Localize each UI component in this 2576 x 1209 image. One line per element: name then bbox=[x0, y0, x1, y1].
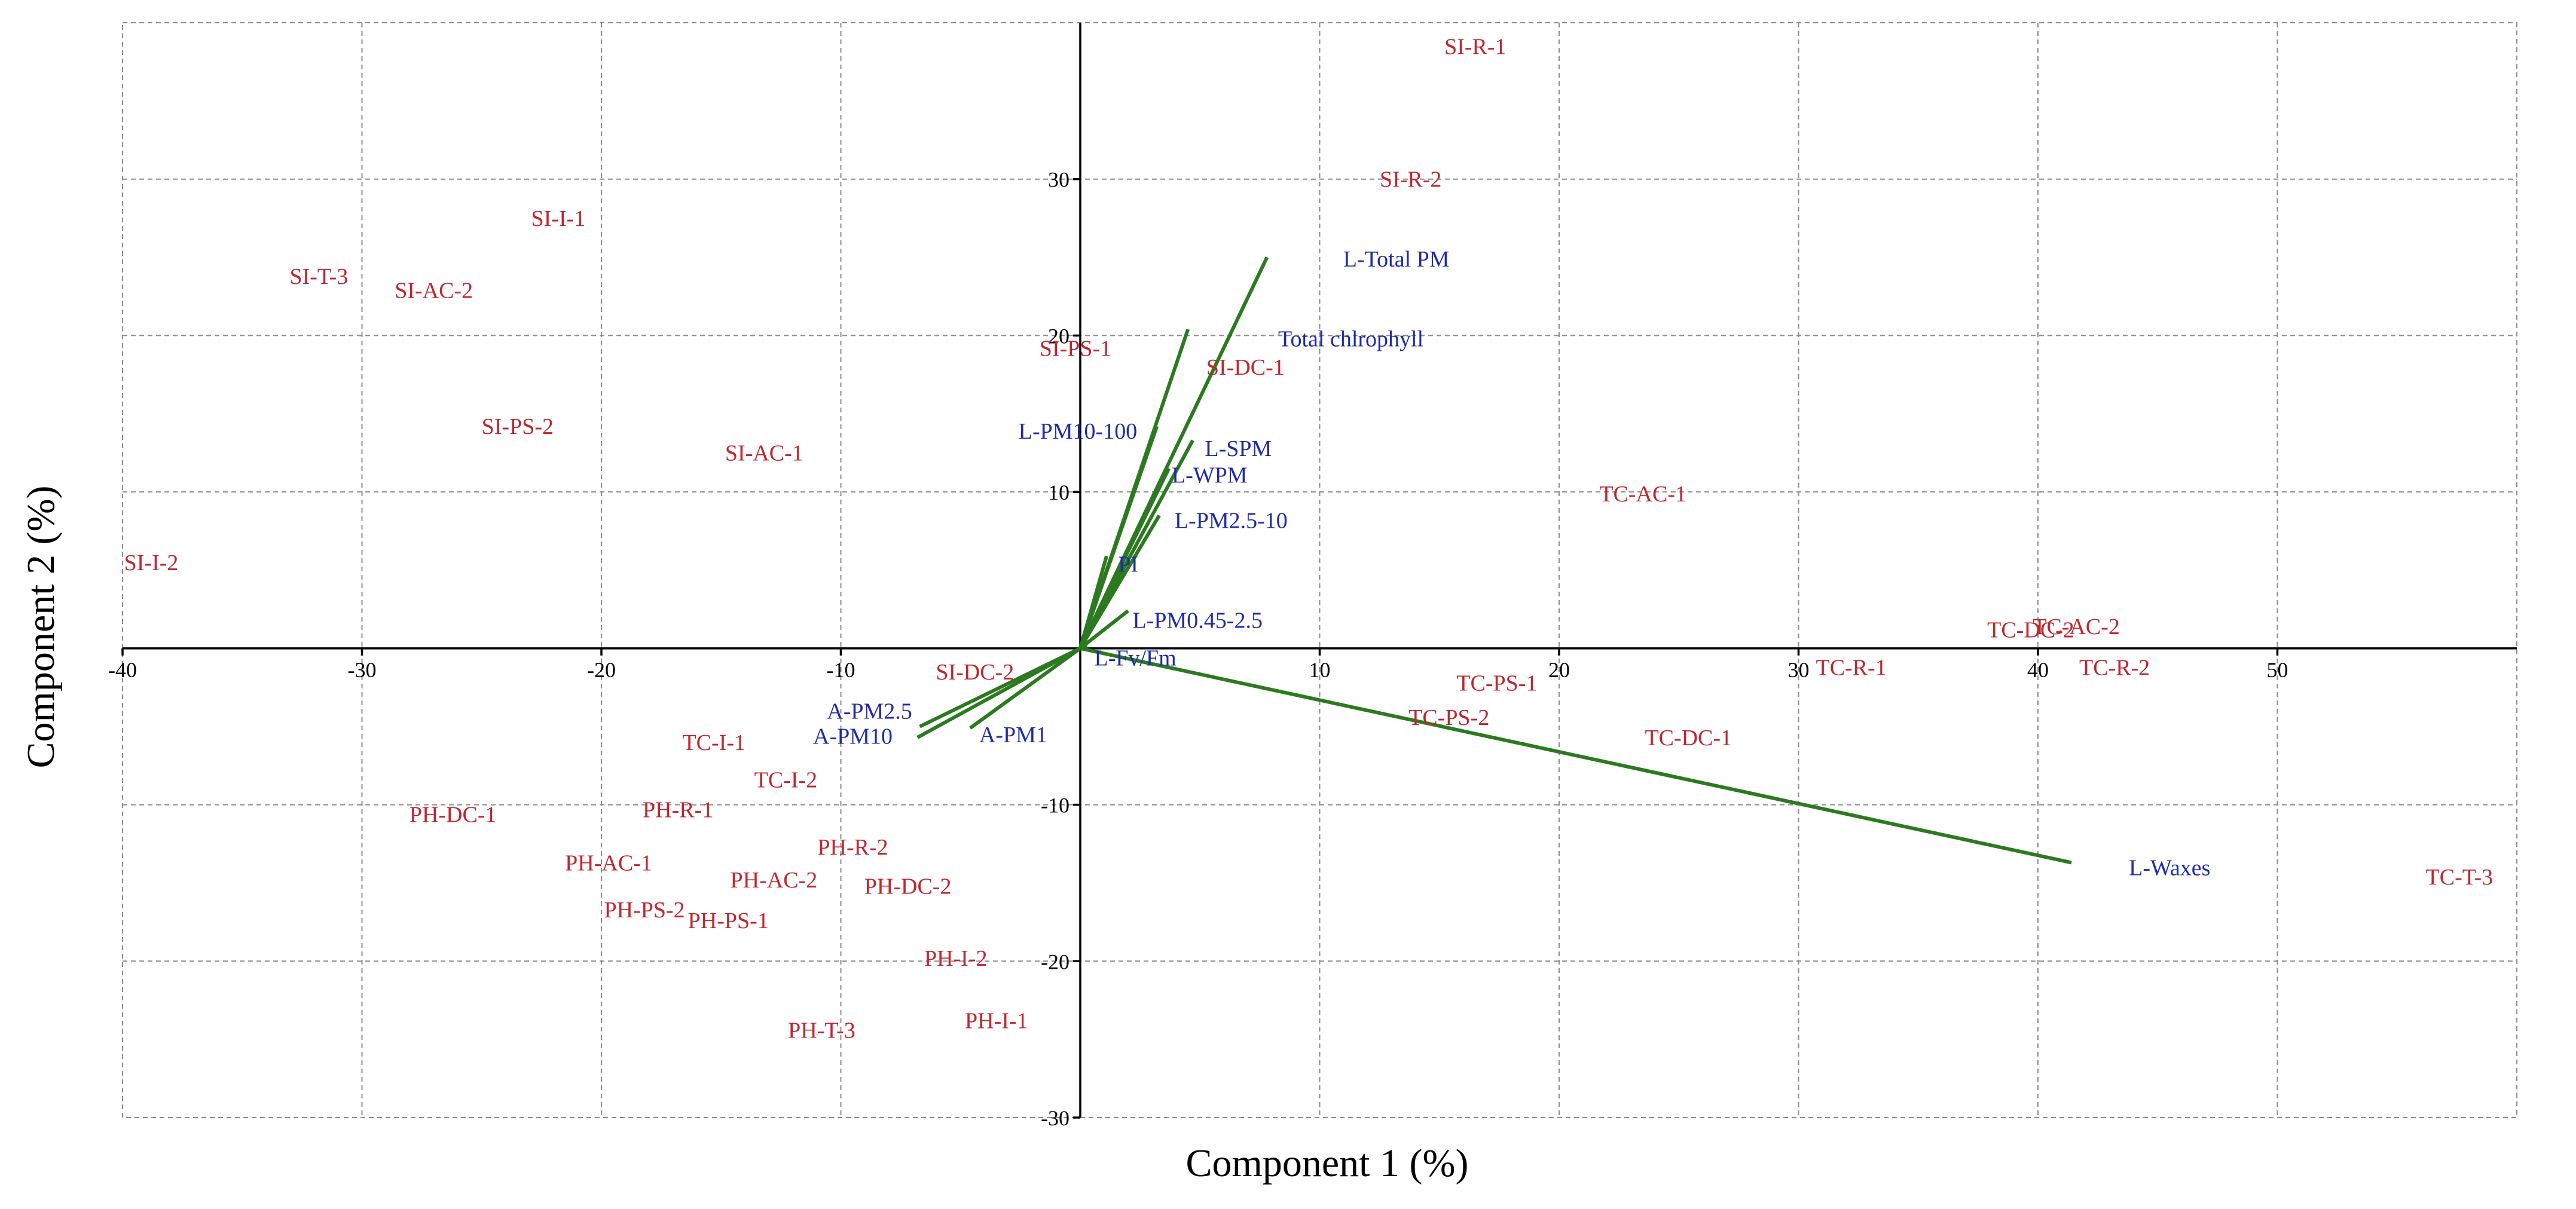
loading-vectors bbox=[916, 256, 2072, 865]
sample-point-label: PH-DC-1 bbox=[410, 802, 497, 827]
sample-point-label: SI-PS-1 bbox=[1040, 336, 1111, 361]
sample-point-label: PH-R-1 bbox=[643, 797, 713, 822]
point-labels: L-Total PM Total chlrophyll L-PM10-100 L-SP… bbox=[124, 34, 2493, 1043]
y-axis-title: Component 2 (%) bbox=[19, 486, 63, 769]
sample-point-label: PH-I-2 bbox=[924, 946, 988, 971]
variable-label: L-PM0.45-2.5 bbox=[1133, 608, 1263, 633]
loading-vector bbox=[1078, 555, 1108, 649]
sample-point-label: SI-AC-1 bbox=[725, 441, 803, 466]
sample-point-label: SI-R-1 bbox=[1444, 34, 1506, 59]
loading-vector bbox=[916, 647, 1081, 739]
variable-label: L-Waxes bbox=[2129, 855, 2210, 880]
y-tick-label: -10 bbox=[1041, 794, 1069, 818]
variable-label: A-PM10 bbox=[813, 724, 893, 749]
sample-point-label: TC-DC-2 bbox=[1987, 617, 2074, 642]
y-tick-label: -20 bbox=[1041, 950, 1069, 974]
x-tick-label: -10 bbox=[827, 658, 855, 682]
variable-label: A-PM2.5 bbox=[827, 699, 912, 724]
variable-label: L-SPM bbox=[1205, 436, 1272, 461]
sample-point-label: TC-I-2 bbox=[754, 768, 818, 793]
sample-point-label: PH-I-1 bbox=[965, 1009, 1028, 1034]
y-tick-label: 10 bbox=[1048, 480, 1069, 504]
sample-point-label: SI-PS-2 bbox=[482, 414, 554, 439]
x-axis-title: Component 1 (%) bbox=[1186, 1141, 1469, 1185]
sample-point-label: PH-PS-2 bbox=[604, 898, 685, 923]
x-tick-label: 40 bbox=[2027, 658, 2049, 682]
sample-point-label: TC-I-1 bbox=[682, 730, 745, 755]
loading-vector bbox=[1080, 646, 2072, 865]
sample-point-label: PH-AC-1 bbox=[565, 850, 652, 876]
sample-point-label: SI-T-3 bbox=[289, 264, 348, 289]
variable-label: A-PM1 bbox=[979, 723, 1047, 748]
sample-point-label: TC-AC-1 bbox=[1599, 482, 1686, 507]
sample-point-label: PH-R-2 bbox=[817, 835, 888, 860]
sample-point-label: PH-AC-2 bbox=[731, 868, 818, 893]
variable-label: L-PM10-100 bbox=[1019, 419, 1137, 444]
x-tick-label: 30 bbox=[1788, 658, 1810, 682]
variable-label: L-Fv/Fm bbox=[1094, 646, 1176, 671]
variable-label: L-PM2.5-10 bbox=[1175, 508, 1288, 533]
y-tick-label: 30 bbox=[1048, 168, 1069, 192]
sample-point-label: SI-I-2 bbox=[124, 550, 179, 576]
sample-point-label: SI-DC-2 bbox=[936, 660, 1014, 685]
variable-label: Total chlrophyll bbox=[1278, 327, 1423, 352]
sample-point-label: TC-PS-2 bbox=[1408, 705, 1489, 730]
sample-point-label: TC-DC-1 bbox=[1645, 726, 1732, 751]
sample-point-label: SI-DC-1 bbox=[1206, 355, 1285, 380]
x-tick-label: -40 bbox=[108, 658, 137, 682]
sample-point-label: SI-AC-2 bbox=[395, 278, 473, 304]
loading-vector bbox=[1079, 609, 1129, 650]
x-tick-label: -20 bbox=[587, 658, 616, 682]
loading-vector bbox=[1078, 426, 1159, 649]
loading-vector bbox=[969, 647, 1081, 730]
sample-point-label: TC-AC-2 bbox=[2033, 614, 2120, 639]
sample-point-label: TC-T-3 bbox=[2426, 865, 2494, 890]
sample-point-label: SI-R-2 bbox=[1380, 167, 1441, 192]
x-tick-label: 10 bbox=[1309, 658, 1331, 682]
variable-label: L-WPM bbox=[1172, 463, 1248, 488]
sample-point-label: PH-T-3 bbox=[788, 1018, 855, 1043]
variable-label: PI bbox=[1118, 552, 1138, 577]
x-tick-label: -30 bbox=[348, 658, 377, 682]
sample-point-label: SI-I-1 bbox=[531, 206, 586, 231]
sample-point-label: TC-PS-1 bbox=[1456, 671, 1537, 696]
loading-vector bbox=[1078, 467, 1171, 650]
loading-vector bbox=[1078, 514, 1161, 650]
sample-point-label: TC-R-2 bbox=[2079, 655, 2150, 680]
axes: -40 -30 -20 -10 10 20 30 40 50 30 20 10 -10 -20 -30 bbox=[108, 23, 2517, 1130]
sample-point-label: TC-R-1 bbox=[1816, 655, 1887, 680]
x-tick-label: 50 bbox=[2267, 658, 2288, 682]
y-tick-label: -30 bbox=[1041, 1106, 1069, 1130]
variable-label: L-Total PM bbox=[1343, 247, 1450, 272]
sample-point-label: PH-DC-2 bbox=[864, 874, 952, 899]
grid bbox=[122, 22, 2517, 1118]
sample-point-label: PH-PS-1 bbox=[688, 908, 769, 933]
x-tick-label: 20 bbox=[1548, 658, 1570, 682]
y-tick-label: 20 bbox=[1048, 324, 1069, 348]
